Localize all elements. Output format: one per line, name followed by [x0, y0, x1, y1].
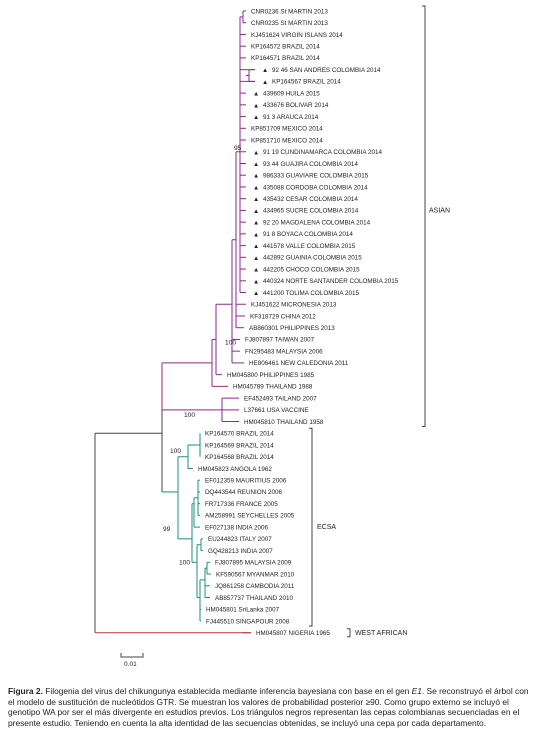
leaf-label: CNR0235 St MARTIN 2013: [251, 20, 328, 27]
triangle-marker-icon: ▲: [262, 79, 268, 86]
triangle-marker-icon: ▲: [253, 255, 259, 262]
leaf-label: HM045810 THAILAND 1958: [244, 419, 324, 426]
leaf-label: 434965 SUCRE COLOMBIA 2014: [263, 208, 359, 215]
leaf-label: 439609 HUILA 2015: [263, 90, 320, 97]
leaf-label: 986333 GUAVIARE COLOMBIA 2015: [263, 173, 369, 180]
leaf-label: KF318729 CHINA 2012: [250, 313, 316, 320]
leaf-label: KJ451624 VIRGIN ISLANS 2014: [251, 32, 343, 39]
support-value: 99: [163, 526, 171, 533]
scale-bar: [120, 653, 144, 658]
leaf-label: 91 8 BOYACA COLOMBIA 2014: [263, 231, 353, 238]
leaf-label: KP164568 BRAZIL 2014: [205, 454, 274, 461]
leaf-label: HE806461 NEW CALEDONIA 2011: [249, 360, 349, 367]
leaf-label: 93 44 GUAJIRA COLOMBIA 2014: [263, 161, 358, 168]
leaf-label: HM045807 NIGERIA 1965: [256, 630, 330, 637]
leaf-label: HM045823 ANGOLA 1962: [198, 466, 272, 473]
leaf-label: GQ428213 INDIA 2007: [208, 548, 273, 555]
triangle-marker-icon: ▲: [253, 184, 259, 191]
triangle-marker-icon: ▲: [253, 220, 259, 227]
leaf-label: KP164571 BRAZIL 2014: [251, 55, 320, 62]
leaf-label: 435088 CORDOBA COLOMBIA 2014: [263, 184, 368, 191]
triangle-marker-icon: ▲: [253, 173, 259, 180]
triangle-marker-icon: ▲: [253, 278, 259, 285]
triangle-marker-icon: ▲: [253, 149, 259, 156]
leaf-label: AB860301 PHILIPPINES 2013: [249, 325, 335, 332]
leaf-label: HM045801 SriLanka 2007: [206, 607, 280, 614]
leaf-label: KP851710 MEXICO 2014: [251, 137, 323, 144]
support-value: 100: [179, 559, 190, 566]
leaf-label: 441200 TOLIMA COLOMBIA 2015: [263, 290, 360, 297]
triangle-marker-icon: ▲: [253, 161, 259, 168]
leaf-label: EF012359 MAURITIUS 2006: [205, 478, 287, 485]
leaf-label: 433676 BOLIVAR 2014: [263, 102, 329, 109]
triangle-marker-icon: ▲: [253, 102, 259, 109]
leaf-label: AM258991 SEYCHELLES 2005: [205, 513, 295, 520]
support-value: 100: [170, 448, 181, 455]
leaf-label: FJ445510 SINGAPOUR 2008: [206, 618, 290, 625]
leaf-label: 92 46 SAN ANDRES COLOMBIA 2014: [272, 67, 381, 74]
leaf-label: KP851709 MEXICO 2014: [251, 126, 323, 133]
ecsa-clade-bracket: [309, 427, 313, 627]
leaf-label: 442205 CHOCO COLOMBIA 2015: [263, 266, 360, 273]
phylogenetic-tree: CNR0236 St MARTIN 2013 CNR0235 St MARTIN …: [94, 5, 450, 668]
leaf-label: KP164569 BRAZIL 2014: [205, 442, 274, 449]
leaf-label: HM045800 PHILIPPINES 1985: [227, 372, 315, 379]
figure-caption: Figura 2. Filogenia del virus del chikun…: [8, 686, 536, 728]
leaf-label: L37661 USA VACCINE: [244, 407, 309, 414]
leaf-label: FR717336 FRANCE 2005: [205, 501, 278, 508]
leaf-label: EU244823 ITALY 2007: [208, 536, 272, 543]
leaf-label: 91 19 CUNDINAMARCA COLOMBIA 2014: [263, 149, 382, 156]
leaf-label: EF452493 TAILAND 2007: [244, 395, 317, 402]
triangle-marker-icon: ▲: [253, 196, 259, 203]
support-value: 100: [225, 339, 236, 346]
leaf-label: KJ451622 MICRONESIA 2013: [251, 302, 337, 309]
leaf-label: KP164567 BRAZIL 2014: [272, 79, 341, 86]
gene-name: E1: [411, 686, 422, 696]
scale-bar-label: 0.01: [124, 661, 137, 668]
support-value: 95: [234, 145, 242, 152]
leaf-label: AB857737 THAILAND 2010: [215, 595, 293, 602]
leaf-label: KF590567 MYANMAR 2010: [216, 571, 295, 578]
leaf-label: FJ807895 MALAYSIA 2009: [215, 560, 292, 567]
leaf-label: 442892 GUAINIA COLOMBIA 2015: [263, 255, 362, 262]
leaf-label: KP164572 BRAZIL 2014: [251, 43, 320, 50]
leaf-label: DQ443544 REUNION 2006: [205, 489, 282, 496]
triangle-marker-icon: ▲: [253, 290, 259, 297]
caption-text-part1: Filogenia del virus del chikungunya esta…: [42, 686, 412, 696]
triangle-marker-icon: ▲: [253, 114, 259, 121]
leaf-label: 441578 VALLE COLOMBIA 2015: [263, 243, 356, 250]
asian-clade-label: ASIAN: [429, 207, 450, 214]
support-value: 100: [184, 412, 195, 419]
leaf-label: HM045789 THAILAND 1988: [233, 384, 313, 391]
triangle-marker-icon: ▲: [253, 231, 259, 238]
west-african-clade-label: WEST AFRICAN: [355, 630, 407, 637]
leaf-label: EF027138 INDIA 2006: [205, 524, 269, 531]
triangle-marker-icon: ▲: [253, 208, 259, 215]
figure-label: Figura 2.: [8, 686, 43, 696]
triangle-marker-icon: ▲: [262, 67, 268, 74]
west-african-clade-bracket: [347, 628, 351, 638]
leaf-label: CNR0236 St MARTIN 2013: [251, 8, 328, 15]
leaf-label: 435432 CESAR COLOMBIA 2014: [263, 196, 358, 203]
caption-text-part2: . Se reconstruyó el árbol con el modelo …: [8, 686, 529, 728]
leaf-label: KP164570 BRAZIL 2014: [205, 431, 274, 438]
triangle-marker-icon: ▲: [253, 91, 259, 98]
leaf-label: FN295483 MALAYSIA 2006: [245, 348, 323, 355]
triangle-marker-icon: ▲: [253, 267, 259, 274]
leaf-label: 91 3 ARAUCA 2014: [263, 114, 319, 121]
asian-clade-bracket: [422, 5, 426, 428]
leaf-label: 440324 NORTE SANTANDER COLOMBIA 2015: [263, 278, 399, 285]
triangle-marker-icon: ▲: [253, 243, 259, 250]
ecsa-clade-label: ECSA: [317, 524, 336, 531]
leaf-label: 92 20 MAGDALENA COLOMBIA 2014: [263, 219, 371, 226]
leaf-label: JQ861258 CAMBODIA 2011: [215, 583, 295, 590]
leaf-label: FJ807897 TAIWAN 2007: [245, 337, 315, 344]
